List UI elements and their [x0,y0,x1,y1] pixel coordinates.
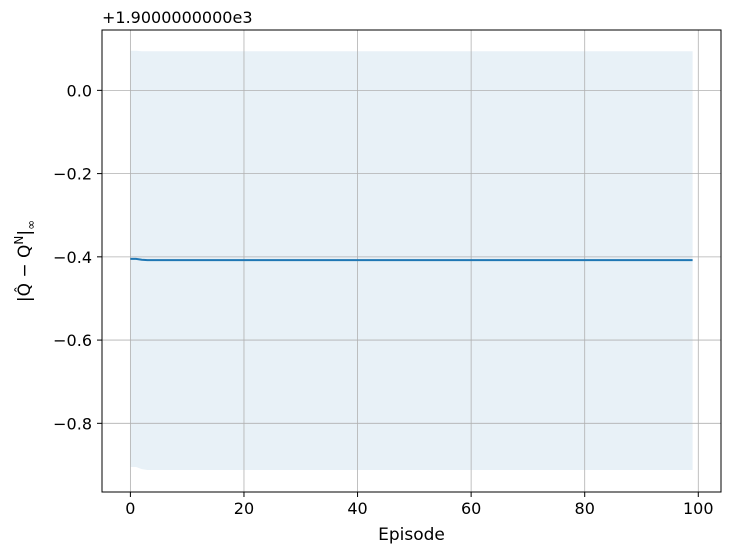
series-line-0 [130,257,693,262]
y-offset-text: +1.9000000000e3 [102,8,253,27]
y-axis-label-qhat: Q̂ [14,283,35,296]
x-tick-label-2: 40 [347,499,367,518]
y-axis-label: |Q̂ − QN|∞ [12,220,38,302]
x-tick-label-0: 0 [125,499,135,518]
y-tick-label-2: −0.4 [53,248,92,267]
y-tick-label-0: 0.0 [67,81,92,100]
y-axis-label-subscript: ∞ [24,220,38,230]
x-axis-label: Episode [378,525,445,545]
x-tick-label-5: 100 [683,499,714,518]
y-tick-label-3: −0.6 [53,331,92,350]
y-axis-label-q: Q [15,245,35,258]
y-axis-label-superscript: N [12,236,26,245]
y-axis-label-bar: | [15,230,35,236]
axes-layer [101,29,722,493]
axes-frame [101,29,722,493]
series-layer [130,257,693,262]
tick-layer: 0 20 40 60 80 100 0.0 −0.2 −0.4 −0.6 −0.8 [53,81,713,518]
x-tick-label-1: 20 [234,499,254,518]
x-tick-label-4: 80 [575,499,595,518]
y-tick-label-4: −0.8 [53,414,92,433]
y-tick-label-1: −0.2 [53,165,92,184]
x-tick-label-3: 60 [461,499,481,518]
y-axis-label-minus: − [15,258,35,283]
